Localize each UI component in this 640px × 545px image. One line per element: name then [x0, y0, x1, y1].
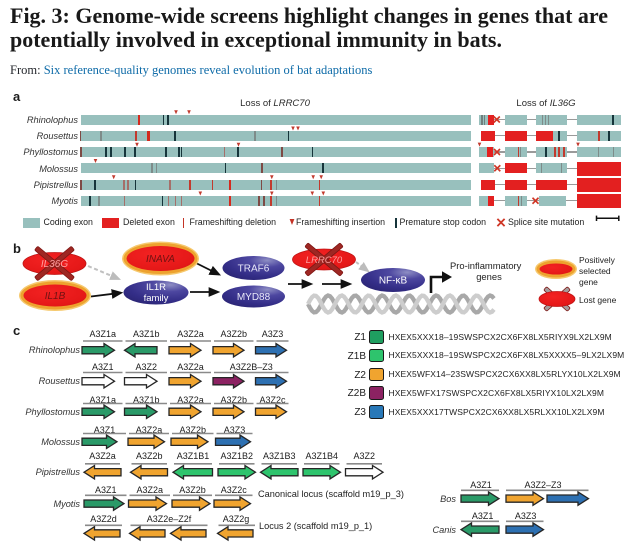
svg-text:IL1R: IL1R [146, 282, 166, 293]
svg-text:family: family [144, 293, 169, 304]
svg-text:MYD88: MYD88 [237, 292, 271, 303]
svg-text:TRAF6: TRAF6 [238, 264, 270, 275]
svg-text:LRRC70: LRRC70 [306, 255, 343, 266]
svg-text:INAVA: INAVA [146, 254, 175, 265]
svg-text:IL1B: IL1B [45, 291, 66, 302]
svg-text:NF-κB: NF-κB [379, 276, 408, 287]
svg-text:IL36G: IL36G [41, 259, 68, 270]
